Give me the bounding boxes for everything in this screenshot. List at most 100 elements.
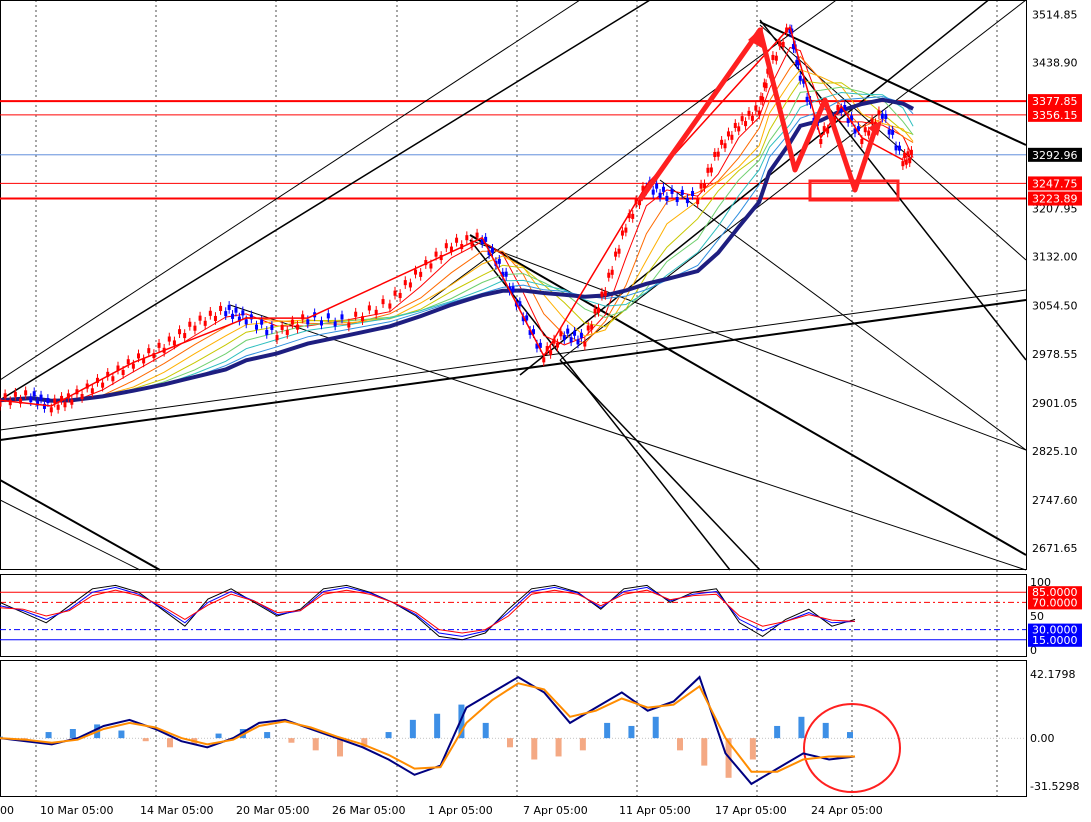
red-target-box (808, 179, 900, 202)
candle-body (552, 338, 556, 344)
candle-body (791, 44, 795, 50)
candle-body (562, 335, 566, 341)
candle-body (244, 319, 248, 325)
candle-body (863, 127, 867, 133)
candle-body (121, 369, 125, 376)
candle-body (670, 188, 674, 194)
candle-body (535, 343, 539, 349)
trendline-11 (759, 24, 1027, 261)
candle-body (617, 248, 621, 254)
level-badge-text-2: 3247.75 (1032, 177, 1078, 190)
candle-body (408, 282, 412, 288)
candle-body (761, 96, 765, 102)
candle-body (296, 324, 300, 330)
candle-body (620, 230, 624, 236)
candle-body (66, 393, 70, 399)
candle-body (603, 290, 607, 296)
candle-body (856, 126, 860, 132)
stoch-tick-label-1: 50 (1030, 610, 1044, 623)
level-badge-text-1: 3356.15 (1032, 109, 1078, 122)
candle-body (532, 329, 536, 335)
macd-line-1 (0, 682, 855, 773)
trendline-9 (559, 0, 1027, 361)
x-tick-label-2: 14 Mar 05:00 (140, 804, 213, 817)
price-tick-label-3: 3132.00 (1032, 251, 1078, 264)
candle-body (29, 397, 33, 403)
candle-body (203, 320, 207, 326)
candle-body (85, 383, 89, 389)
macd-bar-23 (555, 738, 562, 757)
candle-body (106, 371, 110, 377)
trendline-17 (659, 179, 1027, 451)
candle-body (111, 376, 115, 382)
candle-body (80, 393, 84, 400)
candle-body (219, 305, 223, 311)
candle-body (56, 404, 60, 410)
candle-body (894, 145, 898, 151)
candle-body (484, 236, 488, 242)
candle-body (891, 129, 895, 135)
price-tick-label-7: 2825.10 (1032, 445, 1078, 458)
candle-body (631, 213, 635, 219)
candle-body (280, 324, 284, 330)
level-badge-bg-1 (1028, 107, 1082, 122)
candle-body (167, 336, 171, 342)
candle-body (306, 319, 310, 325)
candle-body (651, 189, 655, 195)
candle-body (610, 269, 614, 275)
candle-body (393, 290, 397, 296)
trendline-3 (429, 0, 838, 301)
red-arrowhead-top (748, 26, 763, 48)
candle-body (285, 329, 289, 335)
candle-body (802, 78, 806, 84)
candle-body (178, 329, 182, 335)
candle-body (904, 159, 908, 165)
macd-bar-13 (312, 738, 319, 751)
candle-body (224, 311, 228, 317)
candle-body (627, 213, 631, 219)
macd-bar-24 (579, 738, 586, 751)
macd-bar-16 (385, 732, 392, 739)
candle-body (713, 151, 717, 158)
candle-body (624, 227, 628, 233)
candle-body (778, 41, 782, 47)
macd-bar-35 (847, 732, 853, 739)
level-badge-text-0: 3377.85 (1032, 95, 1078, 108)
candle-body (455, 237, 459, 243)
candle-body (234, 307, 238, 313)
price-tick-label-2: 3207.95 (1032, 203, 1078, 216)
macd-tick-label-0: 42.1798 (1030, 668, 1076, 681)
candle-body (754, 105, 758, 111)
macd-tick-label-1: 0.00 (1030, 732, 1055, 745)
candle-body (188, 321, 192, 327)
candle-body (884, 113, 888, 120)
price-series (0, 23, 913, 417)
candle-body (521, 316, 525, 322)
trendline-16 (0, 0, 581, 381)
candle-body (839, 107, 843, 113)
price-tick-label-9: 2671.65 (1032, 542, 1078, 555)
candle-body (290, 319, 294, 325)
candle-body (528, 329, 532, 335)
level-badge-bg-2 (1028, 176, 1082, 191)
x-tick-label-8: 17 Apr 05:00 (715, 804, 787, 817)
candle-body (367, 305, 371, 311)
candle-body (326, 313, 330, 319)
macd-bar-27 (652, 716, 659, 739)
candle-body (137, 353, 141, 359)
price-tick-label-4: 3054.50 (1032, 300, 1078, 313)
candle-body (716, 151, 720, 157)
candle-body (32, 391, 36, 397)
ma-line-4 (0, 86, 914, 402)
candle-body (157, 342, 161, 348)
candle-body (270, 324, 274, 330)
trendline-2 (0, 0, 651, 401)
candle-body (24, 390, 28, 396)
candle-body (70, 399, 74, 405)
candle-body (771, 54, 775, 60)
stoch-level-badge-text-1: 70.0000 (1032, 596, 1078, 609)
candle-body (501, 271, 505, 277)
candle-body (846, 117, 850, 123)
candle-body (518, 301, 522, 307)
candle-body (665, 195, 669, 201)
